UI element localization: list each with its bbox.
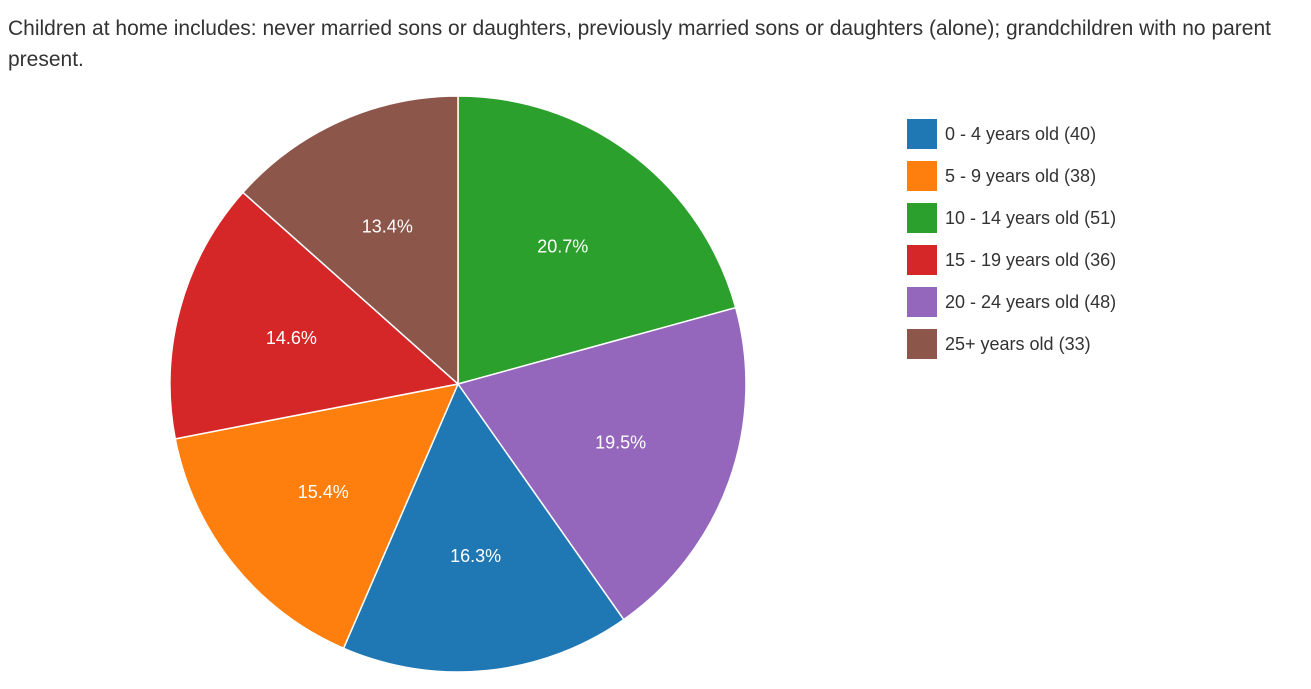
slice-percent-label: 16.3% [450, 546, 501, 566]
pie-slice-20-24-years-old[interactable] [456, 306, 747, 621]
legend-label[interactable]: 0 - 4 years old (40) [945, 124, 1096, 144]
slice-percent-label: 13.4% [362, 216, 413, 236]
legend-swatch[interactable] [907, 287, 937, 317]
legend-label[interactable]: 10 - 14 years old (51) [945, 208, 1116, 228]
pie-labels: 20.7% 19.5% 16.3% 15.4% 14.6% 13.4% [266, 216, 646, 566]
slice-percent-label: 20.7% [537, 237, 588, 257]
legend-swatch[interactable] [907, 203, 937, 233]
legend-swatch[interactable] [907, 245, 937, 275]
slice-percent-label: 19.5% [595, 432, 646, 452]
pie-slice-5-9-years-old[interactable] [174, 382, 460, 650]
pie-slice-10-14-years-old[interactable] [457, 95, 737, 385]
pie-slice-0-4-years-old[interactable] [342, 382, 625, 673]
legend: 0 - 4 years old (40) 5 - 9 years old (38)… [907, 119, 1116, 359]
pie-slices [169, 95, 747, 673]
legend-swatch[interactable] [907, 119, 937, 149]
chart-caption: Children at home includes: never married… [8, 17, 1271, 71]
slice-percent-label: 15.4% [298, 482, 349, 502]
pie-slice-25-years-old[interactable] [241, 95, 459, 386]
slice-percent-label: 14.6% [266, 328, 317, 348]
legend-swatch[interactable] [907, 161, 937, 191]
legend-label[interactable]: 25+ years old (33) [945, 334, 1091, 354]
legend-label[interactable]: 15 - 19 years old (36) [945, 250, 1116, 270]
legend-label[interactable]: 5 - 9 years old (38) [945, 166, 1096, 186]
pie-slice-15-19-years-old[interactable] [169, 191, 460, 440]
legend-label[interactable]: 20 - 24 years old (48) [945, 292, 1116, 312]
legend-swatch[interactable] [907, 329, 937, 359]
